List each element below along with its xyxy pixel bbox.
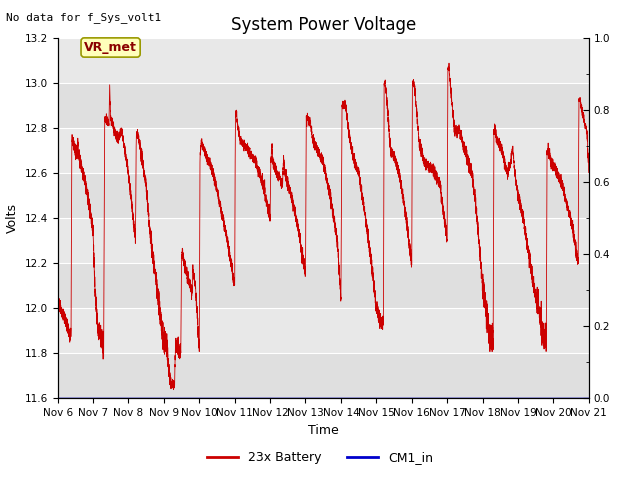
Bar: [58, 353, 589, 398]
Bar: [58, 264, 589, 309]
Bar: [58, 173, 589, 218]
Text: No data for f_Sys_volt1: No data for f_Sys_volt1: [6, 12, 162, 23]
Title: System Power Voltage: System Power Voltage: [230, 16, 416, 34]
Legend: 23x Battery, CM1_in: 23x Battery, CM1_in: [202, 446, 438, 469]
X-axis label: Time: Time: [308, 424, 339, 437]
Y-axis label: Volts: Volts: [6, 204, 19, 233]
Bar: [58, 84, 589, 129]
Text: VR_met: VR_met: [84, 41, 137, 54]
